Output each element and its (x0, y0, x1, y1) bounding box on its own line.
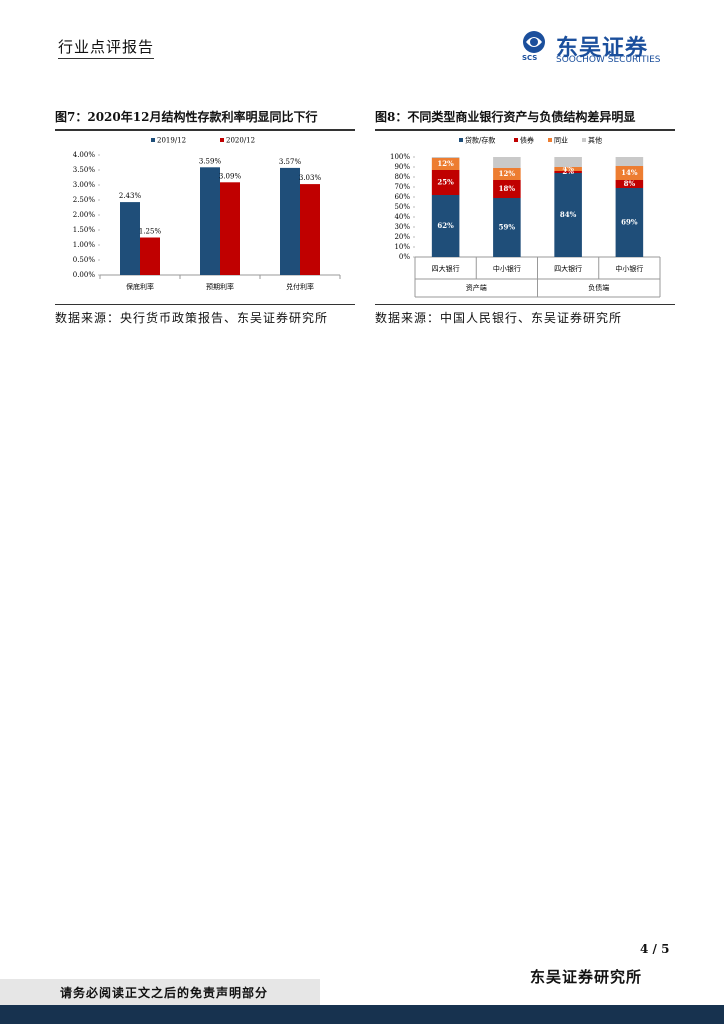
value-label: 3.09% (219, 172, 242, 180)
value-label: 14% (621, 168, 638, 177)
value-label: 3.57% (279, 158, 302, 166)
footer-band (0, 1005, 724, 1024)
y-tick-label: 2.00% (73, 211, 96, 219)
bar-segment (493, 168, 521, 180)
y-tick-label: 70% (394, 183, 410, 191)
legend-swatch (459, 138, 463, 142)
legend-label: 2019/12 (157, 137, 186, 145)
logo-name: 东吴证券 (556, 36, 649, 61)
bar-segment (493, 198, 521, 257)
logo-english: SOOCHOW SECURITIES (556, 55, 661, 65)
y-tick-label: 3.50% (73, 166, 96, 174)
bar-segment (554, 173, 582, 257)
y-tick-label: 30% (394, 223, 410, 231)
y-tick-label: 3.00% (73, 181, 96, 189)
report-type: 行业点评报告 (58, 36, 155, 59)
y-tick-label: 0.50% (73, 256, 96, 264)
x-tick-label: 中小银行 (493, 264, 521, 273)
x-tick-label: 兑付利率 (286, 282, 314, 291)
legend-label: 2020/12 (226, 137, 255, 145)
y-tick-label: 40% (394, 213, 410, 221)
value-label: 2.43% (119, 192, 142, 200)
x-tick-label: 四大银行 (432, 264, 460, 273)
y-tick-label: 10% (394, 243, 410, 251)
bar-segment (554, 157, 582, 167)
value-label: 12% (499, 169, 516, 178)
value-label: 2% (562, 167, 574, 176)
bar-segment (615, 166, 644, 180)
bar-segment (493, 157, 521, 168)
value-label: 59% (499, 223, 516, 232)
y-tick-label: 0.00% (73, 271, 96, 279)
value-label: 84% (560, 210, 577, 219)
logo-icon (523, 31, 545, 53)
chart-title: 图7：2020年12月结构性存款利率明显同比下行 (55, 108, 355, 131)
bar (220, 182, 240, 275)
value-label: 4% (562, 164, 574, 173)
bar (140, 237, 160, 275)
value-label: 12% (437, 159, 454, 168)
bar-segment (431, 170, 460, 195)
legend-label: 其他 (588, 136, 602, 145)
value-label: 8% (624, 179, 636, 188)
value-label: 3.03% (299, 174, 322, 182)
chart: 贷款/存款 债券 同业 其他 0% 10% 20% 30% 40% 50% 60% 70% 80% 90%… (390, 136, 661, 298)
bar-segment (431, 158, 460, 170)
value-label: 1.25% (139, 228, 162, 236)
legend-swatch (548, 138, 552, 142)
bar (200, 167, 220, 275)
y-tick-label: 80% (394, 173, 410, 181)
legend-swatch (220, 138, 224, 142)
bar-segment (615, 157, 644, 166)
chart-title: 图8：不同类型商业银行资产与负债结构差异明显 (375, 108, 675, 131)
bar (120, 202, 140, 275)
bar-segment (431, 157, 460, 158)
y-tick-label: 0% (399, 253, 410, 261)
value-label: 69% (621, 218, 638, 227)
legend-label: 贷款/存款 (465, 136, 495, 145)
legend-swatch (514, 138, 518, 142)
footer-institute: 东吴证券研究所 (530, 968, 643, 986)
x-tick-label: 四大银行 (554, 264, 582, 273)
value-label: 62% (437, 221, 454, 230)
footer-box (0, 979, 320, 1005)
footer-disclaimer: 请务必阅读正文之后的免责声明部分 (60, 986, 269, 1000)
bar-segment (554, 167, 582, 171)
y-tick-label: 4.00% (73, 151, 96, 159)
bar-segment (615, 188, 644, 257)
y-tick-label: 60% (394, 193, 410, 201)
bar (280, 167, 300, 275)
y-tick-label: 2.50% (73, 196, 96, 204)
bar-segment (431, 195, 460, 257)
legend-label: 同业 (554, 136, 568, 145)
value-label: 25% (437, 178, 454, 187)
y-tick-label: 50% (394, 203, 410, 211)
chart: 2019/12 2020/12 0.00% 0.50% 1.00% 1.50% 2.00% 2… (73, 137, 341, 291)
x-tick-label: 预期利率 (206, 282, 234, 291)
legend-swatch (582, 138, 586, 142)
bar (300, 184, 320, 275)
logo-mark: SCS (522, 54, 538, 62)
source-note: 数据来源：中国人民银行、东吴证券研究所 (375, 304, 675, 326)
bar-segment (493, 180, 521, 198)
page-number: 4 / 5 (640, 942, 670, 956)
group-label: 资产端 (466, 283, 487, 292)
y-tick-label: 20% (394, 233, 410, 241)
bar-segment (554, 171, 582, 173)
bar-segment (615, 180, 644, 188)
y-tick-label: 90% (394, 163, 410, 171)
x-tick-label: 保底利率 (126, 282, 154, 291)
value-label: 3.59% (199, 157, 222, 165)
y-tick-label: 1.00% (73, 241, 96, 249)
source-note: 数据来源：央行货币政策报告、东吴证券研究所 (55, 304, 355, 326)
y-tick-label: 1.50% (73, 226, 96, 234)
y-tick-label: 100% (390, 153, 410, 161)
legend-label: 债券 (520, 136, 534, 145)
value-label: 18% (499, 184, 516, 193)
group-label: 负债端 (588, 283, 609, 292)
x-tick-label: 中小银行 (615, 264, 643, 273)
legend-swatch (151, 138, 155, 142)
